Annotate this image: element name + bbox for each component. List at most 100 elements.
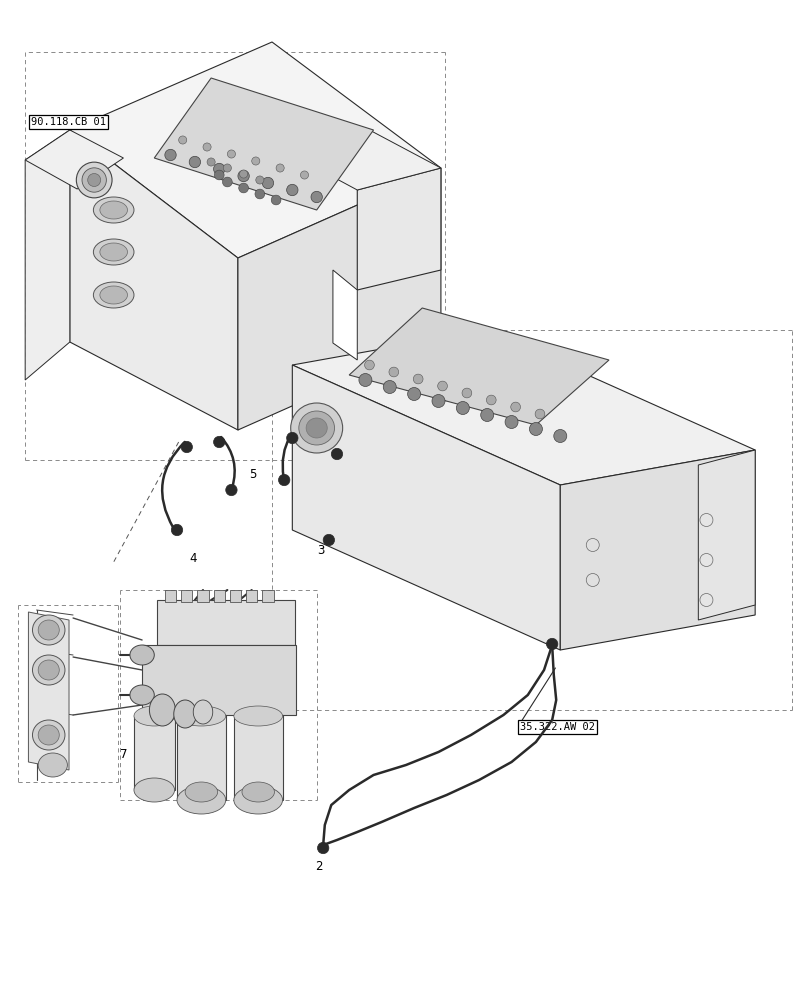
Ellipse shape: [290, 403, 342, 453]
Ellipse shape: [100, 243, 127, 261]
Ellipse shape: [38, 725, 59, 745]
Circle shape: [222, 177, 232, 187]
Ellipse shape: [234, 786, 282, 814]
Text: 10: 10: [254, 696, 268, 708]
Circle shape: [227, 150, 235, 158]
Circle shape: [286, 432, 298, 444]
Text: 35.322.AW 02: 35.322.AW 02: [519, 722, 594, 732]
Text: 1: 1: [237, 788, 244, 801]
Circle shape: [276, 164, 284, 172]
Text: 6: 6: [152, 776, 160, 788]
Circle shape: [165, 149, 176, 161]
Circle shape: [510, 402, 520, 412]
Polygon shape: [697, 450, 754, 620]
Circle shape: [534, 409, 544, 419]
Text: 13: 13: [43, 702, 58, 714]
Circle shape: [358, 374, 371, 386]
Bar: [213, 590, 225, 602]
Circle shape: [553, 430, 566, 442]
Circle shape: [238, 183, 248, 193]
Circle shape: [262, 177, 273, 189]
Circle shape: [255, 176, 264, 184]
Circle shape: [456, 402, 469, 414]
Text: 8: 8: [142, 676, 149, 688]
Circle shape: [239, 170, 247, 178]
Text: 14: 14: [227, 646, 242, 660]
Circle shape: [251, 157, 260, 165]
Text: 9: 9: [142, 696, 149, 708]
Text: 4: 4: [189, 552, 196, 564]
Circle shape: [431, 395, 444, 407]
Ellipse shape: [298, 411, 334, 445]
Polygon shape: [292, 365, 560, 650]
Ellipse shape: [149, 694, 175, 726]
Polygon shape: [70, 42, 440, 258]
Polygon shape: [438, 330, 519, 372]
Circle shape: [300, 171, 308, 179]
Ellipse shape: [93, 197, 134, 223]
Circle shape: [238, 170, 249, 182]
Ellipse shape: [32, 720, 65, 750]
Ellipse shape: [193, 700, 212, 724]
Text: 12: 12: [187, 630, 201, 644]
Text: 7: 7: [268, 741, 275, 754]
Circle shape: [413, 374, 423, 384]
Bar: [181, 590, 192, 602]
Circle shape: [364, 360, 374, 370]
Circle shape: [223, 164, 231, 172]
Circle shape: [311, 191, 322, 203]
Ellipse shape: [134, 706, 174, 726]
Text: 7: 7: [120, 748, 127, 762]
Text: 11: 11: [258, 640, 272, 654]
Ellipse shape: [32, 615, 65, 645]
Text: 5: 5: [249, 468, 256, 482]
Bar: [197, 590, 208, 602]
Circle shape: [88, 174, 101, 186]
Circle shape: [546, 638, 557, 650]
Ellipse shape: [38, 660, 59, 680]
Bar: [230, 590, 241, 602]
Ellipse shape: [185, 782, 217, 802]
Ellipse shape: [130, 645, 154, 665]
Ellipse shape: [38, 753, 67, 777]
Circle shape: [213, 163, 225, 175]
Polygon shape: [25, 130, 123, 189]
Circle shape: [388, 367, 398, 377]
Text: 7: 7: [162, 743, 169, 756]
Circle shape: [461, 388, 471, 398]
Circle shape: [271, 195, 281, 205]
Circle shape: [213, 436, 225, 448]
Polygon shape: [292, 330, 754, 485]
Polygon shape: [70, 130, 238, 430]
Bar: [165, 590, 176, 602]
Bar: [262, 590, 273, 602]
Bar: [157, 600, 294, 645]
Circle shape: [278, 474, 290, 486]
Polygon shape: [154, 78, 373, 210]
Circle shape: [486, 395, 496, 405]
Ellipse shape: [38, 620, 59, 640]
Bar: [246, 590, 257, 602]
Circle shape: [323, 534, 334, 546]
Ellipse shape: [130, 685, 154, 705]
Circle shape: [214, 170, 224, 180]
Circle shape: [529, 423, 542, 435]
Polygon shape: [333, 270, 357, 360]
Circle shape: [407, 388, 420, 400]
Polygon shape: [25, 130, 70, 380]
Circle shape: [178, 136, 187, 144]
Polygon shape: [357, 168, 440, 290]
Ellipse shape: [134, 778, 174, 802]
Circle shape: [225, 484, 237, 496]
Text: 90.118.CB 01: 90.118.CB 01: [31, 117, 105, 127]
Circle shape: [189, 156, 200, 168]
Polygon shape: [560, 450, 754, 650]
Ellipse shape: [100, 286, 127, 304]
Circle shape: [286, 184, 298, 196]
Circle shape: [255, 189, 264, 199]
Ellipse shape: [234, 706, 282, 726]
Polygon shape: [238, 168, 440, 430]
Ellipse shape: [306, 418, 327, 438]
Circle shape: [331, 448, 342, 460]
Circle shape: [317, 842, 328, 854]
